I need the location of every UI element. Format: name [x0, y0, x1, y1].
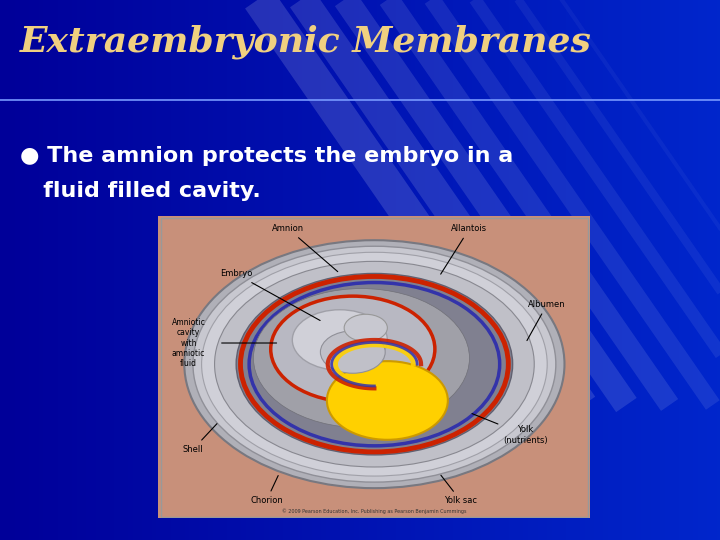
Ellipse shape — [344, 314, 387, 341]
Text: Amniotic
cavity
with
amniotic
fluid: Amniotic cavity with amniotic fluid — [171, 318, 206, 368]
Ellipse shape — [184, 240, 564, 488]
Text: ● The amnion protects the embryo in a: ● The amnion protects the embryo in a — [20, 146, 513, 166]
Text: © 2009 Pearson Education, Inc. Publishing as Pearson Benjamin Cummings: © 2009 Pearson Education, Inc. Publishin… — [282, 508, 467, 514]
Text: fluid filled cavity.: fluid filled cavity. — [20, 181, 261, 201]
Text: Albumen: Albumen — [527, 300, 566, 341]
Text: Chorion: Chorion — [250, 476, 283, 505]
Ellipse shape — [236, 273, 513, 455]
Ellipse shape — [215, 261, 534, 467]
Ellipse shape — [320, 331, 385, 373]
Ellipse shape — [193, 246, 556, 482]
Ellipse shape — [292, 310, 387, 370]
Ellipse shape — [253, 288, 469, 428]
Ellipse shape — [327, 361, 448, 440]
Ellipse shape — [271, 296, 435, 402]
Text: Extraembryonic Membranes: Extraembryonic Membranes — [20, 25, 592, 59]
Text: Amnion: Amnion — [272, 224, 338, 272]
Text: Yolk sac: Yolk sac — [441, 475, 477, 505]
Text: Yolk
(nutrients): Yolk (nutrients) — [472, 414, 548, 445]
Text: Embryo: Embryo — [220, 269, 320, 321]
Text: Shell: Shell — [183, 424, 217, 454]
Text: Allantois: Allantois — [441, 224, 487, 274]
Ellipse shape — [202, 252, 547, 476]
